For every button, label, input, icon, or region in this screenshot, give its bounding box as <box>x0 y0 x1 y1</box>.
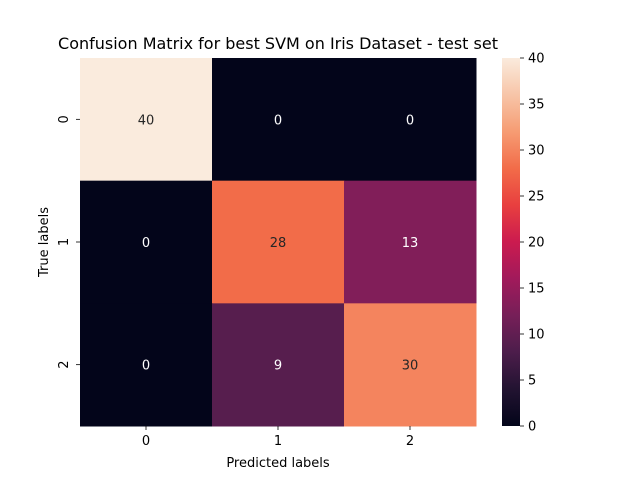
cell-annotation-0-0: 40 <box>138 113 155 128</box>
heatmap-cell-2-1 <box>212 303 345 427</box>
cell-annotation-1-1: 28 <box>270 236 287 251</box>
heatmap-cell-0-0 <box>80 58 213 182</box>
y-axis-label: True labels <box>37 207 52 278</box>
heatmap-cell-0-2 <box>344 58 477 182</box>
colorbar-gradient <box>502 58 520 426</box>
colorbar-tick-label-7: 35 <box>528 98 545 113</box>
x-axis: 0 1 2 <box>142 426 414 449</box>
heatmap-cells <box>80 58 477 427</box>
cell-annotation-0-1: 0 <box>274 113 282 128</box>
colorbar-tick-label-6: 30 <box>528 144 545 159</box>
x-tick-label-1: 1 <box>274 434 282 449</box>
cell-annotation-0-2: 0 <box>406 113 414 128</box>
cell-annotations: 40 0 0 0 28 13 0 9 30 <box>138 113 419 373</box>
colorbar-tick-label-5: 25 <box>528 190 545 205</box>
y-tick-label-0: 0 <box>57 115 72 123</box>
colorbar: 0 5 10 15 20 25 30 35 40 <box>502 52 545 435</box>
colorbar-tick-label-1: 5 <box>528 374 536 389</box>
heatmap-cell-1-1 <box>212 180 345 304</box>
cell-annotation-1-2: 13 <box>402 236 419 251</box>
colorbar-tick-label-0: 0 <box>528 420 536 435</box>
heatmap-cell-2-0 <box>80 303 213 427</box>
heatmap-cell-1-2 <box>344 180 477 304</box>
y-tick-label-2: 2 <box>57 361 72 369</box>
x-axis-label: Predicted labels <box>226 456 330 471</box>
x-tick-label-2: 2 <box>406 434 414 449</box>
x-tick-label-0: 0 <box>142 434 150 449</box>
heatmap-cell-1-0 <box>80 180 213 304</box>
colorbar-tick-label-2: 10 <box>528 328 545 343</box>
cell-annotation-2-2: 30 <box>402 359 419 374</box>
colorbar-tick-label-3: 15 <box>528 282 545 297</box>
chart-title: Confusion Matrix for best SVM on Iris Da… <box>58 34 498 53</box>
colorbar-tick-label-8: 40 <box>528 52 545 67</box>
colorbar-ticks: 0 5 10 15 20 25 30 35 40 <box>520 52 545 435</box>
cell-annotation-2-0: 0 <box>142 359 150 374</box>
y-axis: 0 1 2 <box>57 115 80 369</box>
cell-annotation-1-0: 0 <box>142 236 150 251</box>
y-tick-label-1: 1 <box>57 238 72 246</box>
heatmap-cell-0-1 <box>212 58 345 182</box>
colorbar-tick-label-4: 20 <box>528 236 545 251</box>
cell-annotation-2-1: 9 <box>274 359 282 374</box>
heatmap-cell-2-2 <box>344 303 477 427</box>
